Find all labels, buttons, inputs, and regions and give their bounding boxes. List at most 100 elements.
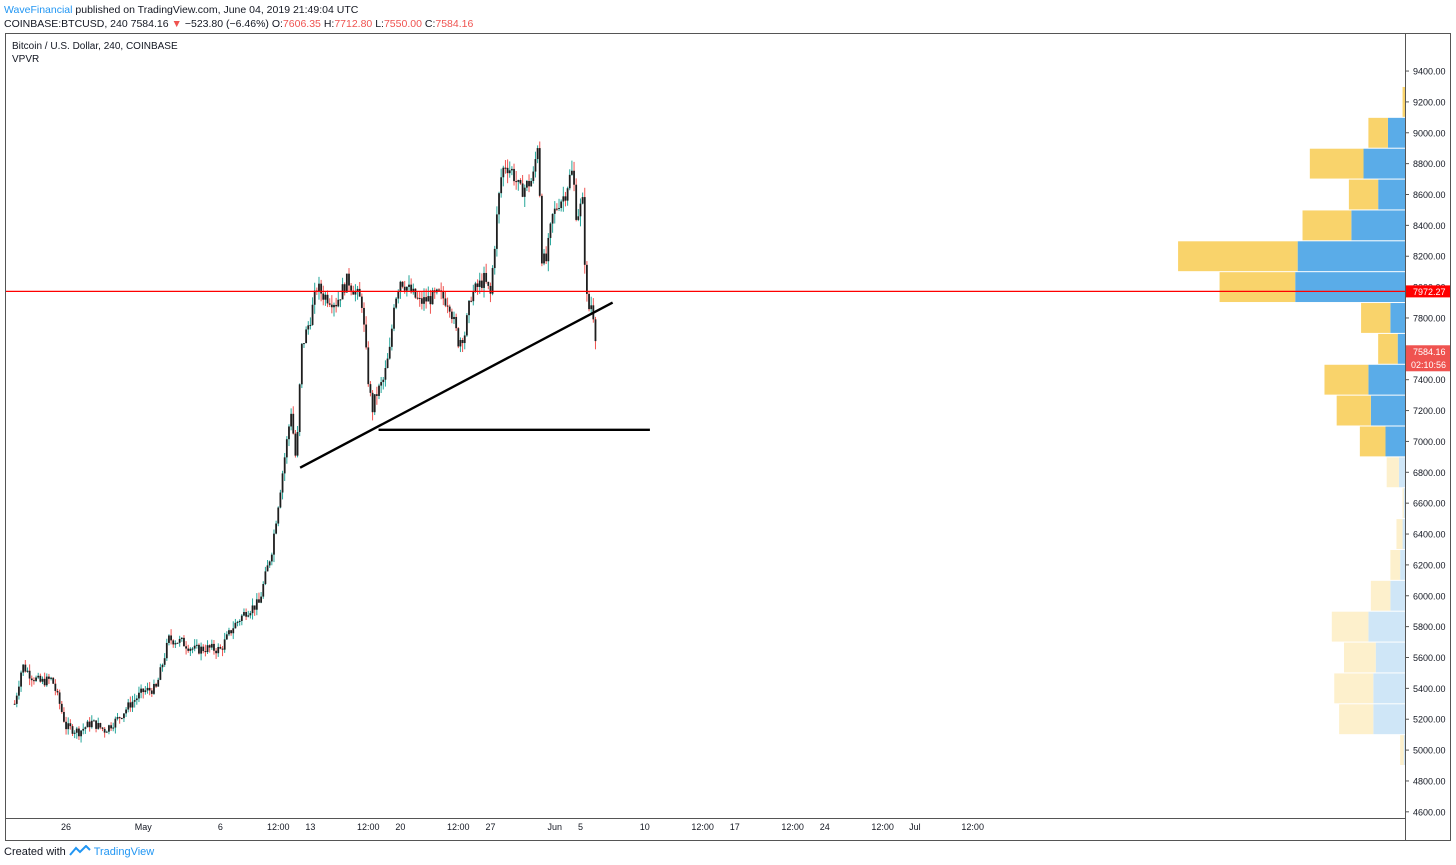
price-tick-label: 5000.00 [1413,746,1446,756]
candle-body [386,358,389,369]
candle-body [493,248,496,269]
candle-body [112,727,115,729]
candle-body [365,324,368,348]
candle-body [551,213,554,224]
volume-bar-down [1402,519,1405,549]
candle-body [570,170,573,175]
candle-body [354,291,357,295]
candle-body [330,304,333,308]
candle-body [326,294,329,304]
candle-body [369,384,372,393]
candle-body [442,291,445,299]
candle-body [322,293,325,300]
price-line-label-bg [1406,285,1450,298]
candle-body [468,300,470,316]
trendlines[interactable] [299,301,650,469]
candle-body [581,197,584,204]
author-link[interactable]: WaveFinancial [4,4,73,16]
ascending-trendline[interactable] [299,301,614,469]
candle-body [463,335,466,344]
candle-body [423,297,425,304]
volume-bar-up [1378,333,1398,364]
candle-body [142,688,145,693]
candle-body [150,690,153,694]
candle-body [405,286,408,291]
volume-bar-up [1386,457,1399,488]
candle-body [521,183,524,197]
candle-body [264,571,267,585]
volume-bar-down [1297,241,1405,272]
candle-body [28,670,31,679]
candle-body [35,677,37,681]
volume-bar-down [1400,549,1405,580]
candle-body [558,208,560,210]
candle-body [268,561,271,566]
candle-body [183,637,185,647]
candle-body [193,645,196,649]
candle-body [125,709,127,714]
candle-body [78,728,80,737]
price-tick-label: 5400.00 [1413,684,1446,694]
candle-body [80,730,82,737]
price-tick-label: 7000.00 [1413,437,1446,447]
candle-body [414,288,417,298]
candle-body [489,285,492,294]
time-tick-label: 12:00 [267,822,290,832]
candle-body [408,284,410,287]
volume-bar-up [1334,673,1374,704]
candle-body [540,195,543,264]
candle-body [159,667,162,680]
candle-body [185,646,187,649]
candle-body [549,223,552,238]
candle-body [219,646,222,649]
tradingview-logo-icon [69,844,91,856]
candle-body [568,174,571,189]
candle-body [39,675,42,682]
candle-body [187,648,190,651]
price-tick-label: 6400.00 [1413,530,1446,540]
time-tick-label: 10 [640,822,650,832]
volume-bar-up [1359,426,1386,457]
time-tick-label: 20 [395,822,405,832]
price-tick-label: 9400.00 [1413,67,1446,77]
indicator-legend[interactable]: VPVR [12,54,40,65]
candle-body [198,644,200,654]
candle-body [562,196,565,202]
low-value: 7550.00 [383,18,422,30]
close-label: C: [424,18,436,30]
candle-body [373,394,376,413]
candle-body [213,643,215,651]
candle-body [13,703,16,705]
price-axis[interactable]: 4600.00 4800.00 5000.00 5200.00 5400.00 5600.… [1405,67,1446,818]
volume-bar-up [1219,272,1296,303]
candle-body [88,721,91,728]
symbol-legend[interactable]: Bitcoin / U.S. Dollar, 240, COINBASE [12,41,178,52]
candle-body [547,237,550,262]
time-tick-label: 27 [485,822,495,832]
candle-body [200,646,202,654]
candle-body [253,605,256,610]
candle-body [545,253,548,262]
volume-bar-down [1375,642,1405,673]
candle-body [446,305,449,307]
price-line-label: 7972.27 [1413,287,1446,297]
candle-body [474,283,477,292]
candle-body [579,203,582,217]
time-axis[interactable]: 26 May 6 12:00 13 12:00 20 12:00 27 Jun 5 10 12:00 17… [61,822,984,832]
candle-body [105,731,108,733]
volume-bar-down [1378,179,1405,210]
candle-body [358,288,361,297]
tradingview-brand[interactable]: TradingView [93,846,155,858]
candle-body [534,159,537,172]
candle-body [163,658,166,665]
volume-bar-up [1361,303,1391,333]
candle-body [48,676,50,679]
candle-body [275,523,278,534]
candle-body [538,148,541,196]
price-tick-label: 6600.00 [1413,499,1446,509]
candle-body [249,613,252,616]
candle-body [288,426,290,440]
candle-body [217,646,220,654]
candle-body [43,678,46,686]
